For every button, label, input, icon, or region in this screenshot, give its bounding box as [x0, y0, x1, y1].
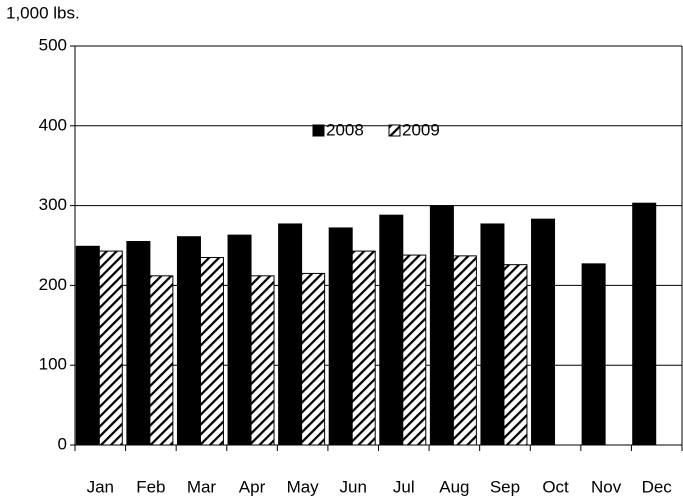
bar: [452, 255, 477, 446]
x-tick-label: Jul: [393, 477, 415, 496]
legend-label: 2009: [402, 120, 440, 139]
y-tick-label: 400: [39, 115, 67, 134]
bar: [531, 218, 556, 446]
bar: [126, 241, 151, 446]
y-tick-label: 0: [58, 434, 67, 453]
bar: [199, 256, 224, 446]
legend-swatch: [388, 124, 401, 137]
x-tick-label: Jan: [87, 477, 114, 496]
bar: [379, 214, 404, 446]
bar: [149, 275, 174, 446]
bar: [301, 272, 326, 446]
bar: [429, 205, 454, 446]
bar: [75, 245, 100, 446]
x-tick-label: Jun: [339, 477, 366, 496]
x-tick-label: Nov: [591, 477, 622, 496]
y-tick-label: 200: [39, 275, 67, 294]
x-tick-label: Mar: [187, 477, 217, 496]
x-tick-label: Dec: [642, 477, 673, 496]
y-tick-label: 100: [39, 355, 67, 374]
bar: [632, 202, 657, 446]
bar: [402, 254, 427, 446]
bar: [98, 250, 123, 446]
x-tick-label: Apr: [239, 477, 266, 496]
x-tick-label: Sep: [490, 477, 520, 496]
x-tick-label: Aug: [439, 477, 469, 496]
bar: [480, 223, 505, 446]
x-tick-label: May: [287, 477, 320, 496]
bar: [351, 250, 376, 446]
bar: [328, 227, 353, 446]
bar: [581, 263, 606, 446]
bar: [503, 264, 528, 446]
bar: [227, 234, 252, 446]
y-tick-label: 300: [39, 195, 67, 214]
legend-label: 2008: [326, 120, 364, 139]
bar: [250, 275, 275, 446]
bar: [278, 223, 303, 446]
bar: [176, 236, 201, 446]
y-axis-label: 1,000 lbs.: [6, 3, 80, 22]
x-tick-label: Feb: [136, 477, 165, 496]
legend-swatch: [312, 124, 325, 137]
x-tick-label: Oct: [542, 477, 569, 496]
y-tick-label: 500: [39, 35, 67, 54]
